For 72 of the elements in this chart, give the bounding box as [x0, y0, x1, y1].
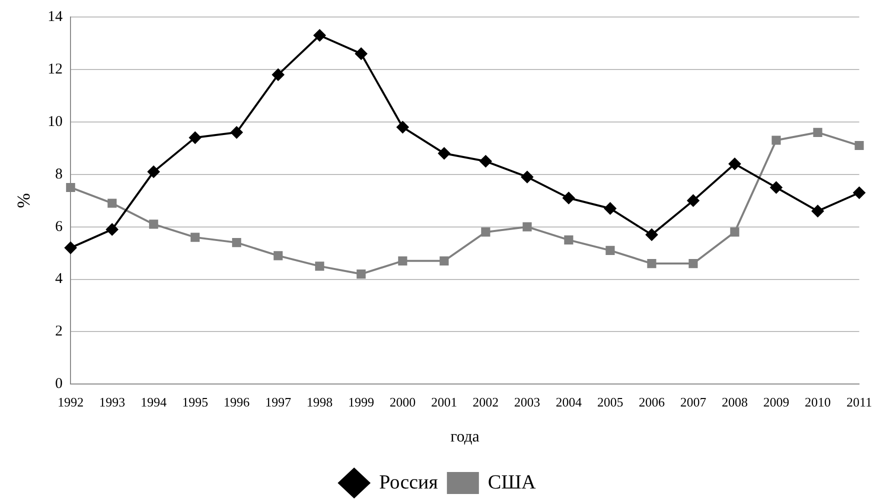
x-tick-label: 1997 — [265, 394, 292, 410]
point — [853, 186, 866, 199]
x-axis-title: года — [450, 428, 480, 446]
point — [854, 140, 864, 150]
point — [398, 256, 408, 266]
point — [66, 182, 76, 192]
x-tick-label: 2007 — [680, 394, 707, 410]
y-tick-label: 14 — [48, 8, 64, 25]
point — [562, 192, 575, 204]
point — [730, 228, 740, 237]
x-tick-label: 2008 — [722, 394, 748, 410]
point — [521, 170, 534, 183]
y-tick-label: 6 — [55, 218, 64, 235]
x-tick-label: 1994 — [140, 394, 168, 410]
x-tick-label: 2002 — [472, 394, 499, 410]
y-tick-label: 0 — [55, 376, 63, 392]
point — [646, 228, 658, 241]
point — [274, 251, 283, 260]
x-tick-label: 1993 — [99, 394, 126, 410]
point — [813, 128, 822, 137]
point — [148, 166, 160, 178]
point — [522, 222, 532, 232]
point — [480, 155, 492, 168]
x-tick-label: 2006 — [638, 394, 666, 410]
y-tick-label: 8 — [55, 166, 63, 182]
point — [604, 202, 616, 214]
point — [230, 126, 243, 138]
x-tick-label: 1992 — [58, 394, 84, 410]
point — [770, 181, 782, 194]
y-axis-title: % — [14, 193, 34, 208]
x-tick-label: 1999 — [348, 394, 374, 410]
point — [315, 262, 324, 271]
y-tick-label: 4 — [55, 271, 64, 288]
point — [189, 132, 202, 144]
point — [481, 228, 490, 237]
point — [438, 147, 450, 160]
point — [314, 29, 326, 42]
x-tick-label: 2003 — [514, 394, 540, 410]
x-tick-label: 1998 — [306, 394, 333, 410]
legend-label: США — [488, 471, 536, 494]
point — [106, 223, 118, 236]
x-tick-label: 2000 — [390, 394, 416, 410]
point — [647, 259, 656, 268]
x-tick-label: 2011 — [846, 394, 872, 410]
point — [728, 158, 741, 170]
x-tick-label: 2005 — [597, 394, 624, 410]
point — [190, 232, 200, 242]
point — [812, 205, 824, 218]
point — [687, 194, 700, 207]
y-tick-label: 12 — [48, 61, 63, 78]
x-tick-label: 2009 — [763, 394, 790, 410]
x-tick-label: 2004 — [556, 394, 582, 410]
y-tick-label: 2 — [55, 324, 63, 340]
point — [149, 220, 158, 229]
point — [440, 256, 449, 266]
y-tick-label: 10 — [48, 114, 63, 130]
x-tick-label: 2001 — [431, 394, 458, 410]
point — [108, 198, 117, 208]
point — [606, 246, 615, 255]
x-tick-label: 1995 — [182, 394, 208, 410]
legend-label: Россия — [379, 471, 438, 494]
point — [356, 270, 366, 279]
point — [564, 235, 574, 244]
point — [688, 259, 698, 268]
point — [772, 136, 781, 145]
point — [232, 238, 242, 248]
point — [272, 68, 284, 81]
x-tick-label: 1996 — [224, 394, 250, 410]
point — [355, 48, 368, 60]
point — [64, 242, 77, 254]
x-tick-label: 2010 — [804, 394, 831, 410]
point — [396, 121, 409, 134]
